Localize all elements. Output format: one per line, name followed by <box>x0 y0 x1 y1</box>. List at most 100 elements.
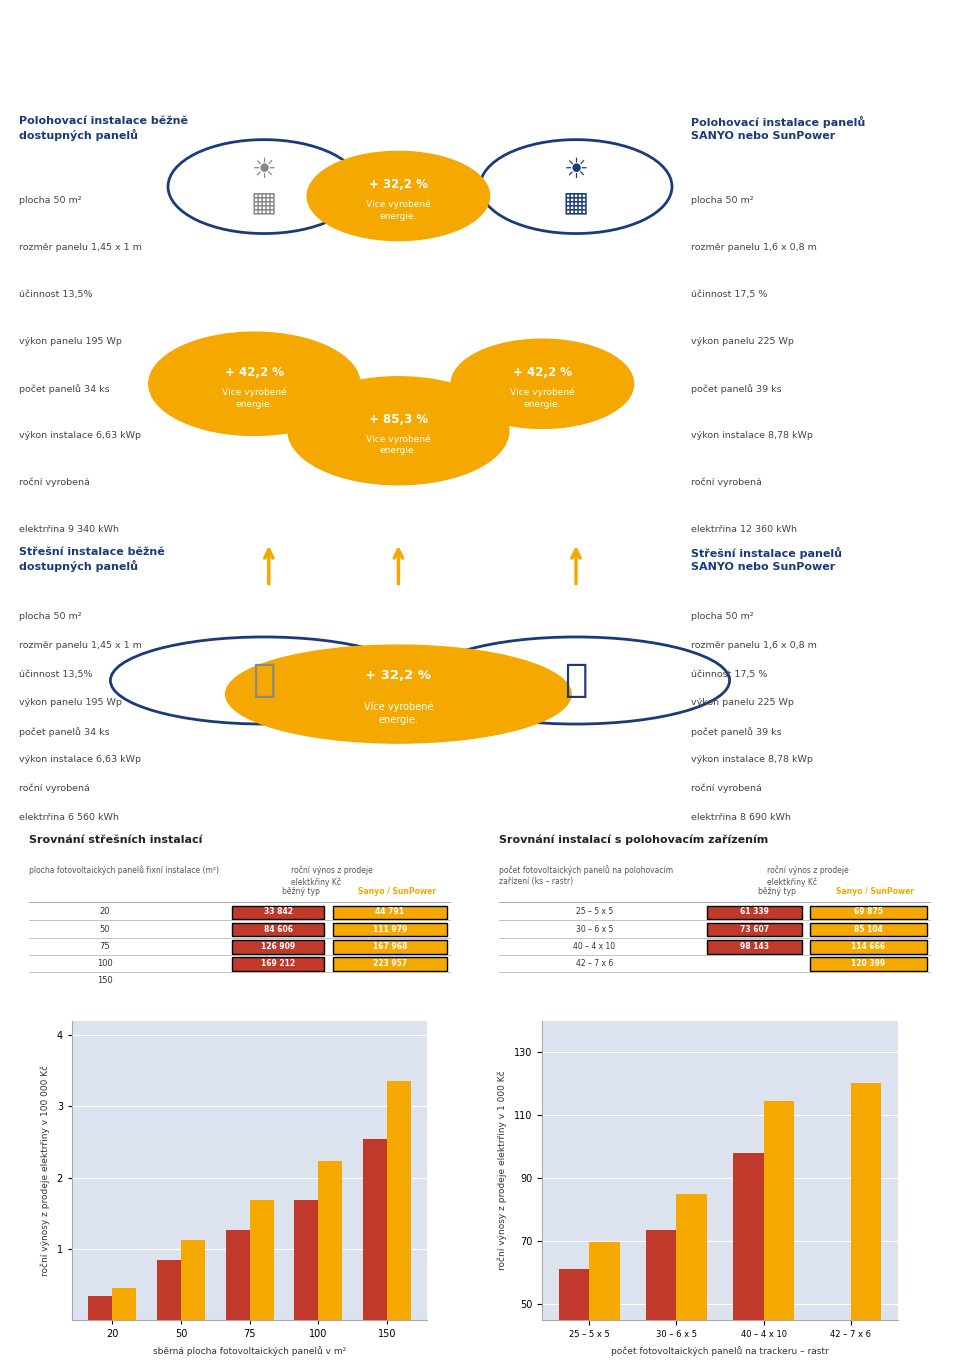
Text: účinnost 13,5%: účinnost 13,5% <box>19 290 93 299</box>
Bar <box>112 1289 136 1320</box>
Text: 40 – 4 x 10: 40 – 4 x 10 <box>573 942 615 951</box>
FancyBboxPatch shape <box>707 906 802 919</box>
FancyBboxPatch shape <box>707 923 802 936</box>
Circle shape <box>451 339 634 429</box>
Text: 100: 100 <box>97 958 112 968</box>
Text: Více vyrobené
energie.: Více vyrobené energie. <box>364 701 433 725</box>
FancyBboxPatch shape <box>707 940 802 954</box>
Text: výkon panelu 195 Wp: výkon panelu 195 Wp <box>19 698 122 708</box>
Text: výkon instalace 6,63 kWp: výkon instalace 6,63 kWp <box>19 430 141 440</box>
Text: Více vyrobené
energie.: Více vyrobené energie. <box>366 200 431 220</box>
Text: 111 979: 111 979 <box>372 924 407 934</box>
Text: 25 – 5 x 5: 25 – 5 x 5 <box>576 908 612 916</box>
Text: roční vyrobená: roční vyrobená <box>19 478 90 487</box>
Circle shape <box>288 377 509 485</box>
Bar <box>319 1161 343 1320</box>
Circle shape <box>480 140 672 234</box>
FancyBboxPatch shape <box>333 923 447 936</box>
Text: Srovnání instalací s polohovacím zařízením: Srovnání instalací s polohovacím zařízen… <box>499 834 768 844</box>
Text: + 42,2 %: + 42,2 % <box>225 366 284 378</box>
Bar <box>226 1230 250 1320</box>
Text: + 32,2 %: + 32,2 % <box>366 668 431 682</box>
FancyBboxPatch shape <box>231 957 324 970</box>
Text: 30 – 6 x 5: 30 – 6 x 5 <box>576 924 612 934</box>
Text: Srovnání střešních instalací: Srovnání střešních instalací <box>29 834 203 844</box>
FancyBboxPatch shape <box>231 906 324 919</box>
Text: Více vyrobené
energie.: Více vyrobené energie. <box>222 388 287 408</box>
Text: elektrřina 8 690 kWh: elektrřina 8 690 kWh <box>691 813 791 822</box>
Bar <box>88 1296 112 1320</box>
Text: 150: 150 <box>97 976 112 985</box>
Text: + 32,2 %: + 32,2 % <box>369 178 428 191</box>
Text: roční výnos z prodeje
elektkřiny Kč: roční výnos z prodeje elektkřiny Kč <box>767 866 849 886</box>
FancyBboxPatch shape <box>810 957 926 970</box>
FancyBboxPatch shape <box>231 940 324 954</box>
Text: 98 143: 98 143 <box>739 942 769 951</box>
Text: roční vyrobená: roční vyrobená <box>691 478 762 487</box>
Text: Sanyo / SunPower: Sanyo / SunPower <box>836 887 914 897</box>
FancyBboxPatch shape <box>333 940 447 954</box>
Text: Více vyrobené
energie.: Více vyrobené energie. <box>510 388 575 408</box>
Text: ☀
▦: ☀ ▦ <box>563 157 589 216</box>
Text: 253 818: 253 818 <box>261 976 295 985</box>
Text: běžný typ: běžný typ <box>758 887 796 897</box>
Text: Více vyrobené
energie.: Více vyrobené energie. <box>366 434 431 456</box>
Text: 335 936: 335 936 <box>372 976 407 985</box>
FancyBboxPatch shape <box>810 906 926 919</box>
Text: rozměr panelu 1,6 x 0,8 m: rozměr panelu 1,6 x 0,8 m <box>691 641 817 651</box>
Text: 167 968: 167 968 <box>372 942 407 951</box>
Bar <box>646 1230 677 1361</box>
Text: výkon instalace 8,78 kWp: výkon instalace 8,78 kWp <box>691 755 813 765</box>
Text: 20: 20 <box>100 908 110 916</box>
Text: 69 875: 69 875 <box>854 908 883 916</box>
X-axis label: počet fotovoltaických panelů na trackeru – rastr: počet fotovoltaických panelů na trackeru… <box>612 1346 828 1356</box>
Text: roční vyrobená: roční vyrobená <box>19 784 90 793</box>
Bar <box>559 1268 589 1361</box>
Text: elektrřina 6 560 kWh: elektrřina 6 560 kWh <box>19 813 119 822</box>
Text: plocha fotovoltaických panelů fixní instalace (m²): plocha fotovoltaických panelů fixní inst… <box>29 866 219 875</box>
Text: rozměr panelu 1,6 x 0,8 m: rozměr panelu 1,6 x 0,8 m <box>691 242 817 252</box>
Circle shape <box>149 332 360 436</box>
Bar <box>677 1194 707 1361</box>
Text: 33 842: 33 842 <box>263 908 293 916</box>
Text: počet panelů 39 ks: počet panelů 39 ks <box>691 727 781 736</box>
FancyBboxPatch shape <box>810 940 926 954</box>
Text: plocha 50 m²: plocha 50 m² <box>19 196 82 206</box>
Text: Sanyo / SunPower: Sanyo / SunPower <box>358 887 436 897</box>
Bar <box>156 1260 180 1320</box>
X-axis label: sběrná plocha fotovoltaických panelů v m²: sběrná plocha fotovoltaických panelů v m… <box>153 1346 347 1356</box>
Y-axis label: roční výnosy z prodeje elektrřiny v 1 000 Kč: roční výnosy z prodeje elektrřiny v 1 00… <box>498 1071 507 1270</box>
Bar <box>733 1153 763 1361</box>
Text: běžný typ: běžný typ <box>282 887 320 897</box>
Text: + 42,2 %: + 42,2 % <box>513 366 572 378</box>
Circle shape <box>422 637 730 724</box>
Text: plocha 50 m²: plocha 50 m² <box>691 612 754 622</box>
Text: 126 909: 126 909 <box>261 942 295 951</box>
Text: rozměr panelu 1,45 x 1 m: rozměr panelu 1,45 x 1 m <box>19 242 142 252</box>
Text: + 85,3 %: + 85,3 % <box>369 412 428 426</box>
Circle shape <box>226 645 571 743</box>
FancyBboxPatch shape <box>333 957 447 970</box>
Text: účinnost 17,5 %: účinnost 17,5 % <box>691 290 768 299</box>
Text: 223 957: 223 957 <box>372 958 407 968</box>
Text: 61 339: 61 339 <box>739 908 769 916</box>
Text: počet panelů 39 ks: počet panelů 39 ks <box>691 384 781 393</box>
Text: 50: 50 <box>100 924 110 934</box>
Text: elektrřina 12 360 kWh: elektrřina 12 360 kWh <box>691 525 797 534</box>
Text: roční vyrobená: roční vyrobená <box>691 784 762 793</box>
Text: 169 212: 169 212 <box>261 958 295 968</box>
Bar <box>363 1139 387 1320</box>
Text: 73 607: 73 607 <box>739 924 769 934</box>
Text: počet fotovoltaických panelů na polohovacím
zařízení (ks – rastr): počet fotovoltaických panelů na polohova… <box>499 866 673 886</box>
Bar <box>387 1081 411 1320</box>
Y-axis label: roční výnosy z prodeje elektrřiny v 100 000 Kč: roční výnosy z prodeje elektrřiny v 100 … <box>40 1064 50 1277</box>
Text: 85 104: 85 104 <box>854 924 883 934</box>
Circle shape <box>168 140 360 234</box>
Bar <box>589 1241 619 1361</box>
Text: 75: 75 <box>100 942 110 951</box>
Text: 🏠: 🏠 <box>252 661 276 700</box>
Text: Střešní instalace panelů
SANYO nebo SunPower: Střešní instalace panelů SANYO nebo SunP… <box>691 547 842 572</box>
Text: 84 606: 84 606 <box>263 924 293 934</box>
Text: plocha 50 m²: plocha 50 m² <box>691 196 754 206</box>
Circle shape <box>307 151 490 241</box>
